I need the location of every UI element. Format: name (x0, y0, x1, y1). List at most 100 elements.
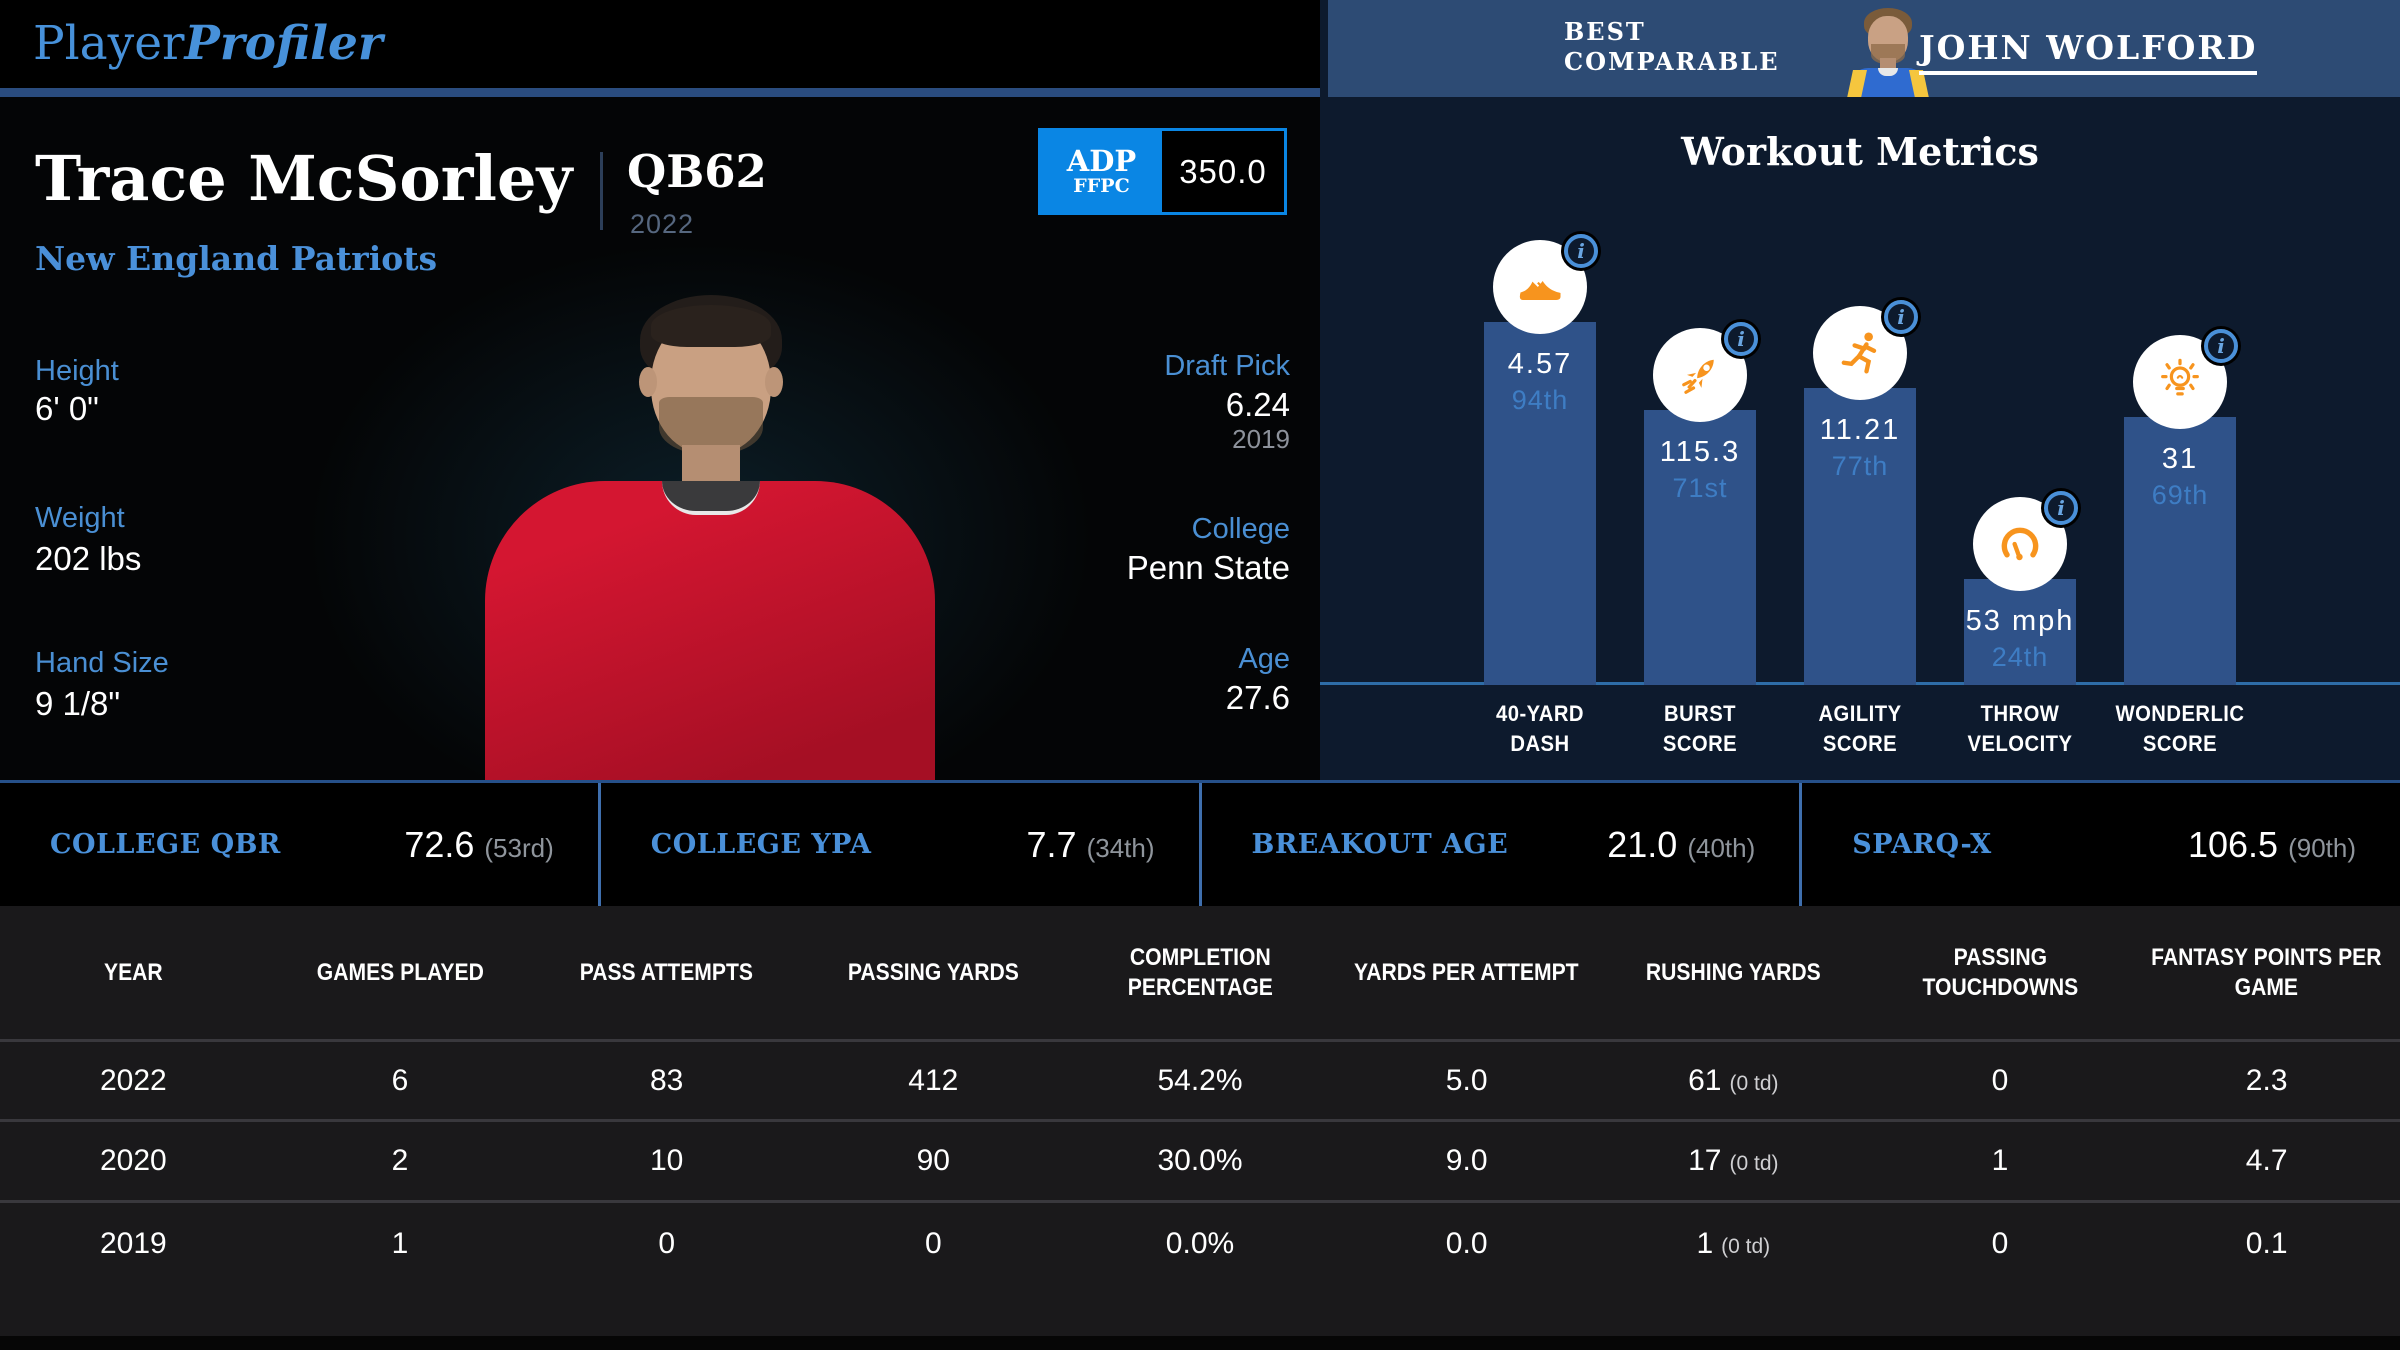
info-glyph: i (1724, 322, 1758, 356)
bio-value-college: Penn State (1126, 549, 1290, 586)
info-glyph: i (2044, 491, 2078, 525)
bio-value-age: 27.6 (1225, 679, 1290, 716)
metric-percentile: 24th (1991, 642, 2049, 672)
column-header: FANTASY POINTS PER GAME (2151, 943, 2382, 1001)
info-glyph: i (2204, 329, 2238, 363)
cell-passing-touchdowns: 1 (1991, 1144, 2009, 1177)
adp-label: ADP (1066, 144, 1137, 178)
cell-pass-attempts: 83 (649, 1063, 684, 1097)
photo-red-jersey (485, 481, 935, 780)
adp-source: FFPC (1073, 175, 1130, 197)
rushing-td-note: (0 td) (1729, 1152, 1779, 1175)
cell-passing-touchdowns: 0 (1991, 1063, 2009, 1097)
column-header: PASSING YARDS (847, 958, 1019, 986)
info-icon[interactable]: i (2201, 326, 2241, 366)
cell-completion-pct: 30.0% (1157, 1144, 1243, 1177)
info-icon[interactable]: i (1561, 231, 1601, 271)
team-name[interactable]: New England Patriots (35, 239, 438, 278)
adp-value: 350.0 (1179, 152, 1267, 190)
cell-passing-yards: 0 (924, 1226, 942, 1260)
rushing-td-note: (0 td) (1729, 1071, 1779, 1095)
photo-hair-fringe (651, 305, 771, 347)
header-divider-line (0, 88, 1320, 97)
college-stat-label: COLLEGE QBR (50, 829, 281, 860)
bio-label-hand-size: Hand Size (35, 647, 169, 679)
column-header: PASS ATTEMPTS (580, 958, 754, 986)
photo-ear (765, 367, 783, 397)
college-stat-percentile: (90th) (2288, 832, 2356, 863)
info-icon[interactable]: i (2041, 488, 2081, 528)
college-stat-sparq-x: SPARQ-X 106.5 (90th) (1799, 783, 2400, 906)
college-stat-percentile: (53rd) (484, 832, 554, 863)
bar-40-yard-dash (1484, 322, 1596, 685)
college-stat-percentile: (40th) (1687, 832, 1756, 863)
logo-strip: PlayerProfiler (0, 0, 1320, 88)
cell-year: 2019 (99, 1226, 167, 1260)
rushing-td-note: (0 td) (1721, 1234, 1771, 1258)
photo-collar (662, 481, 760, 515)
column-header: YARDS PER ATTEMPT (1354, 958, 1579, 986)
college-stat-value: 72.6 (404, 823, 475, 865)
playerprofiler-logo[interactable]: PlayerProfiler (33, 16, 383, 71)
cell-yards-per-attempt: 5.0 (1445, 1063, 1488, 1097)
bio-value-draft-pick: 6.24 (1225, 386, 1290, 423)
metric-label: THROW VELOCITY (1967, 701, 2073, 756)
metric-label: 40-YARD DASH (1496, 701, 1584, 756)
metric-percentile: 71st (1672, 473, 1728, 503)
table-footer-strip (0, 1336, 2400, 1350)
college-stat-value: 106.5 (2187, 823, 2279, 865)
logo-part1: Player (33, 16, 185, 71)
cell-year: 2020 (99, 1144, 167, 1177)
cell-passing-touchdowns: 0 (1991, 1226, 2009, 1260)
table-row: 2020 2 10 90 30.0% 9.0 17 (0 td) 1 4.7 (0, 1122, 2400, 1203)
college-stat-percentile: (34th) (1086, 832, 1155, 863)
metric-wonderlic-score: i 31 69th WONDERLIC SCORE (2100, 97, 2260, 780)
college-stat-value: 21.0 (1607, 823, 1678, 865)
college-stat-ypa: COLLEGE YPA 7.7 (34th) (597, 783, 1199, 906)
metric-label: WONDERLIC SCORE (2115, 701, 2245, 756)
metric-percentile: 69th (2151, 480, 2209, 510)
cell-completion-pct: 0.0% (1165, 1226, 1235, 1260)
college-stat-value: 7.7 (1026, 823, 1077, 865)
cell-rushing-yards: 17 (0 td) (1688, 1144, 1779, 1177)
cell-fantasy-ppg: 4.7 (2245, 1144, 2288, 1177)
cell-yards-per-attempt: 9.0 (1445, 1144, 1488, 1177)
bio-sub-draft-year: 2019 (1232, 424, 1290, 454)
cell-fantasy-ppg: 2.3 (2245, 1063, 2288, 1097)
info-icon[interactable]: i (1721, 319, 1761, 359)
bar-agility-score (1804, 388, 1916, 685)
name-divider (600, 152, 603, 230)
player-photo (430, 187, 990, 780)
bar-throw-velocity (1964, 579, 2076, 685)
best-comparable-line2: COMPARABLE (1564, 47, 1780, 76)
avatar-collar (1878, 68, 1898, 76)
metric-throw-velocity: i 53 mph 24th THROW VELOCITY (1940, 97, 2100, 780)
college-stats-strip: COLLEGE QBR 72.6 (53rd) COLLEGE YPA 7.7 (3… (0, 780, 2400, 906)
cell-completion-pct: 54.2% (1157, 1063, 1243, 1097)
metric-agility-score: i 11.21 77th AGILITY SCORE (1780, 97, 1940, 780)
cell-fantasy-ppg: 0.1 (2245, 1226, 2288, 1260)
best-comparable-line1: BEST (1564, 17, 1646, 46)
cell-rushing-yards: 61 (0 td) (1688, 1063, 1779, 1097)
college-stat-breakout-age: BREAKOUT AGE 21.0 (40th) (1198, 783, 1800, 906)
bio-label-weight: Weight (35, 502, 125, 534)
college-stat-value-group: 21.0 (40th) (1607, 824, 1755, 866)
column-header: PASSING TOUCHDOWNS (1922, 943, 2078, 1001)
table-row: 2019 1 0 0 0.0% 0.0 1 (0 td) 0 0.1 (0, 1203, 2400, 1284)
cell-pass-attempts: 10 (649, 1144, 684, 1177)
college-stat-label: BREAKOUT AGE (1251, 829, 1509, 860)
position-rank-season: 2022 (630, 209, 695, 239)
metric-value: 53 mph (1965, 605, 2075, 637)
bio-label-age: Age (1238, 643, 1290, 675)
logo-part2: Profiler (184, 16, 383, 71)
metric-burst-score: i 115.3 71st BURST SCORE (1620, 97, 1780, 780)
cell-pass-attempts: 0 (658, 1226, 675, 1260)
info-icon[interactable]: i (1881, 297, 1921, 337)
metric-value: 4.57 (1507, 348, 1573, 380)
best-comparable-label: BEST COMPARABLE (1564, 17, 1780, 77)
workout-metrics-title: Workout Metrics (1681, 129, 2039, 174)
comparable-player-link[interactable]: JOHN WOLFORD (1919, 28, 2258, 75)
player-hero-panel: Trace McSorley QB62 2022 New England Pat… (0, 97, 1320, 780)
metric-percentile: 94th (1511, 385, 1569, 415)
comparable-player-avatar (1838, 6, 1938, 97)
